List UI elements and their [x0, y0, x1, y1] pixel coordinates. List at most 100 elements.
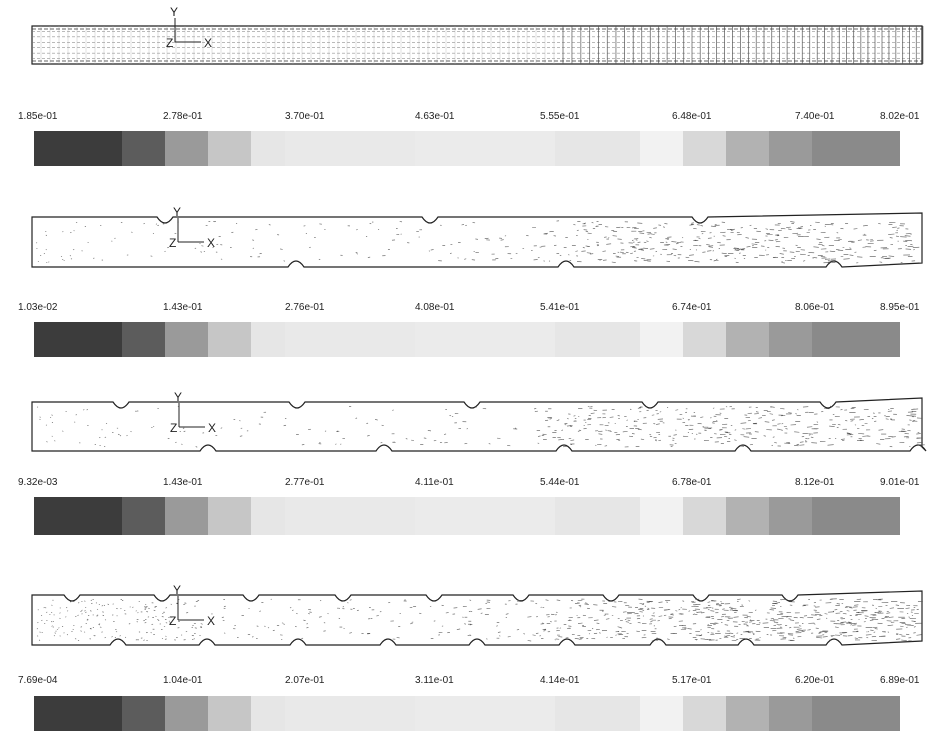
vector-arrow: [596, 628, 600, 631]
vector-arrow: [913, 626, 916, 628]
vector-arrow: [857, 239, 862, 241]
legend-case-3: 7.69e-04 1.04e-01 2.07e-01 3.11e-01 4.14e-01…: [18, 675, 920, 731]
vector-arrow: [821, 245, 825, 247]
vector-arrow: [80, 630, 82, 632]
vector-arrow: [740, 422, 747, 424]
legend-value: 8.06e-01: [795, 302, 835, 313]
vector-arrow: [818, 632, 821, 634]
vector-arrow: [143, 639, 145, 641]
vector-arrow: [916, 433, 921, 435]
vector-arrow: [46, 441, 48, 443]
vector-arrow: [603, 614, 606, 616]
vector-arrow: [135, 639, 138, 641]
vector-arrow: [626, 419, 628, 421]
vector-arrow: [736, 600, 739, 602]
vector-arrow: [461, 224, 465, 226]
vector-arrow: [769, 620, 775, 622]
legend-value: 3.11e-01: [415, 675, 454, 686]
vector-arrow: [772, 419, 775, 421]
vector-arrow: [667, 638, 670, 640]
vector-arrow: [598, 433, 603, 435]
vector-arrow: [355, 417, 358, 419]
vector-arrow: [634, 613, 639, 615]
vector-arrow: [852, 624, 856, 626]
legend-value: 6.20e-01: [795, 675, 835, 686]
legend-swatch: [165, 322, 208, 357]
legend-swatch: [251, 131, 285, 166]
z-axis-label: Z: [166, 36, 173, 50]
vector-arrow: [484, 237, 489, 239]
legend-swatch: [640, 322, 683, 357]
legend-swatch: [208, 322, 251, 357]
vector-arrow: [856, 598, 862, 600]
legend-mesh: 1.85e-01 2.78e-01 3.70e-01 4.63e-01 5.55e-01…: [18, 111, 920, 166]
legend-value: 4.11e-01: [415, 477, 454, 488]
legend-swatch: [812, 497, 900, 535]
vector-arrow: [789, 627, 792, 629]
x-axis-label: X: [204, 36, 212, 50]
vector-arrow: [824, 613, 828, 615]
vector-arrow: [516, 629, 520, 631]
vector-arrow: [537, 435, 541, 437]
vector-arrow: [641, 609, 645, 611]
legend-swatch: [165, 696, 208, 731]
vector-arrow: [617, 626, 621, 628]
vector-arrow: [700, 225, 704, 227]
y-axis-label: Y: [174, 390, 182, 404]
vector-arrow: [40, 614, 43, 617]
vector-arrow: [710, 225, 717, 227]
vector-arrow: [349, 599, 352, 601]
vector-arrow: [678, 613, 683, 615]
vector-arrow: [342, 606, 345, 608]
vector-arrow: [388, 601, 391, 604]
vector-arrow: [51, 414, 53, 416]
vector-arrow: [832, 413, 835, 416]
legend-swatch: [769, 131, 812, 166]
legend-swatch: [122, 322, 165, 357]
vector-arrow: [678, 609, 681, 611]
vector-arrow: [430, 249, 434, 251]
vector-arrow: [73, 601, 75, 603]
legend-swatch: [726, 696, 769, 731]
legend-value: 7.40e-01: [795, 111, 835, 122]
vector-arrow: [646, 240, 649, 242]
vector-arrow: [456, 628, 461, 630]
vector-arrow: [252, 247, 255, 249]
vector-arrow: [620, 251, 624, 253]
vector-arrow: [840, 621, 847, 623]
vector-arrow: [670, 614, 674, 616]
vector-arrow: [887, 624, 894, 626]
vector-arrow: [449, 252, 452, 254]
legend-value: 4.08e-01: [415, 302, 455, 313]
vector-arrow: [779, 253, 784, 255]
vector-arrow: [649, 248, 655, 250]
vector-arrow: [665, 241, 668, 243]
vector-arrow: [878, 611, 881, 613]
x-axis-label: X: [207, 614, 215, 628]
vector-arrow: [734, 439, 737, 441]
vector-arrow: [916, 634, 922, 636]
vector-arrow: [889, 607, 894, 609]
vector-arrow: [769, 413, 774, 415]
vector-arrow: [656, 423, 660, 425]
legend-value: 5.17e-01: [672, 675, 712, 686]
vector-arrow: [89, 610, 92, 612]
vector-arrow: [767, 246, 770, 249]
vector-arrow: [816, 637, 823, 639]
vector-arrow: [845, 606, 852, 608]
vector-arrow: [873, 631, 876, 633]
legend-value: 8.02e-01: [880, 111, 920, 122]
legend-swatch: [640, 131, 683, 166]
vector-arrow: [829, 250, 836, 252]
vector-arrow: [637, 428, 642, 431]
vector-arrow: [916, 608, 919, 610]
legend-swatch: [555, 322, 640, 357]
vector-arrow: [638, 248, 643, 250]
vector-arrow: [191, 634, 194, 637]
vector-arrow: [640, 249, 644, 251]
x-axis-label: X: [208, 421, 216, 435]
vector-arrow: [778, 229, 782, 231]
vector-arrow: [505, 613, 509, 615]
legend-value: 8.12e-01: [795, 477, 835, 488]
